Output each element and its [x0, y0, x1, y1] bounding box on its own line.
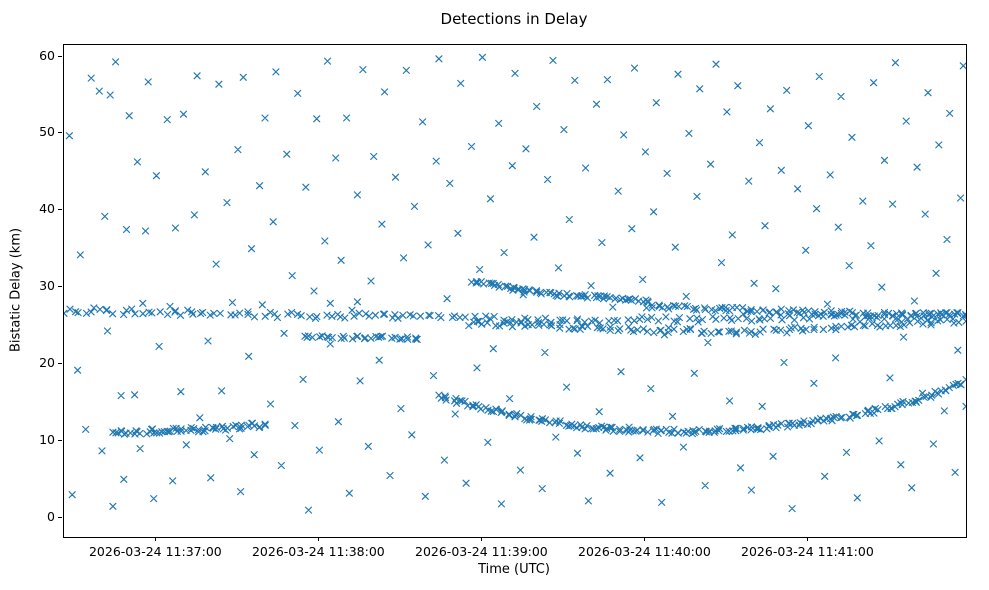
x-tick-mark	[318, 537, 320, 541]
y-tick-mark	[58, 55, 62, 57]
y-tick-mark	[58, 132, 62, 134]
y-tick-label: 30	[39, 278, 55, 294]
x-tick-label: 2026-03-24 11:38:00	[251, 544, 385, 559]
y-tick-mark	[58, 516, 62, 518]
y-tick-mark	[58, 363, 62, 365]
x-tick-mark	[155, 537, 157, 541]
y-tick-mark	[58, 286, 62, 288]
x-tick-mark	[481, 537, 483, 541]
x-tick-mark	[644, 537, 646, 541]
x-tick-label: 2026-03-24 11:37:00	[88, 544, 222, 559]
x-tick-label: 2026-03-24 11:39:00	[415, 544, 548, 559]
x-tick-label: 2026-03-24 11:41:00	[741, 544, 874, 559]
y-tick-mark	[58, 439, 62, 441]
x-tick-mark	[807, 537, 809, 541]
y-tick-label: 50	[39, 124, 55, 140]
y-tick-mark	[58, 209, 62, 211]
y-tick-label: 20	[39, 355, 55, 371]
x-tick-label: 2026-03-24 11:40:00	[578, 544, 711, 559]
scatter-points-svg	[64, 53, 966, 514]
scatter-points	[64, 53, 966, 514]
chart-title: Detections in Delay	[440, 10, 588, 28]
plot-area	[63, 44, 967, 538]
x-axis-label: Time (UTC)	[478, 562, 550, 577]
y-tick-label: 10	[39, 431, 55, 447]
y-tick-label: 60	[39, 47, 55, 63]
y-tick-label: 0	[47, 508, 55, 524]
y-tick-label: 40	[39, 201, 55, 217]
